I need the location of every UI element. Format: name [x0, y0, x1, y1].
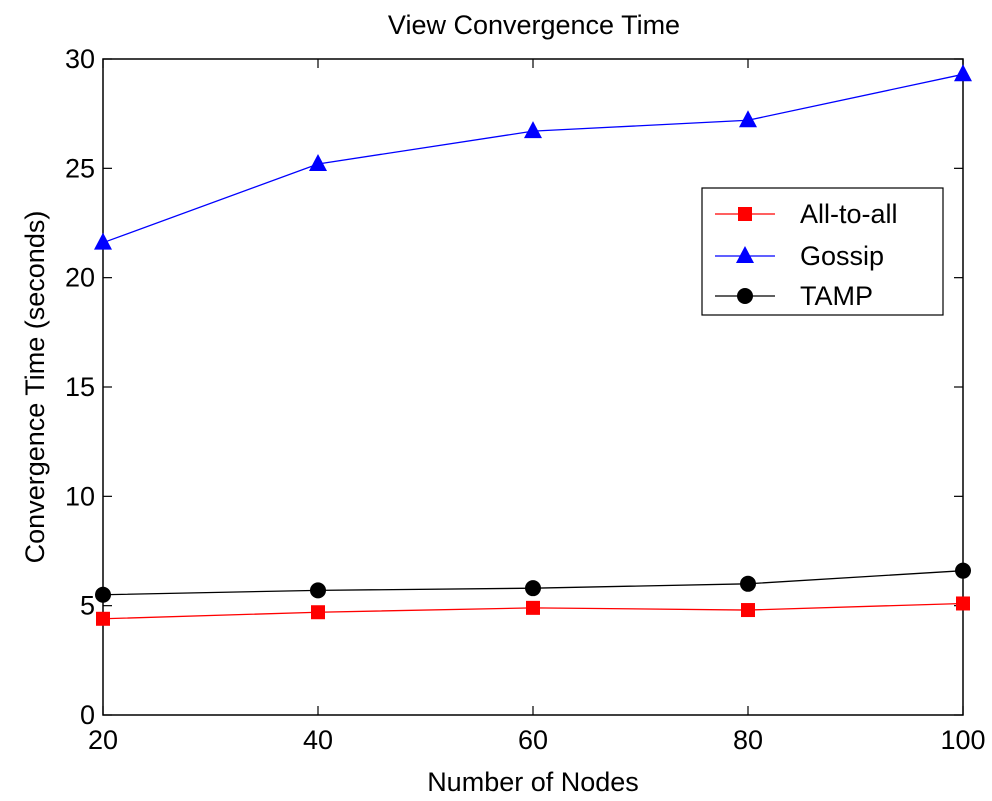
data-point-tamp [310, 582, 326, 599]
data-point-all-to-all [741, 603, 755, 618]
legend-item-all-to-all: All-to-all [715, 199, 898, 229]
legend-label-tamp: TAMP [800, 281, 873, 311]
data-point-all-to-all [311, 605, 325, 620]
x-tick-label: 60 [518, 725, 548, 755]
chart-title: View Convergence Time [388, 10, 680, 40]
data-point-all-to-all [526, 600, 540, 615]
legend: All-to-all Gossip TAMP [701, 187, 944, 316]
axis-ticks: 20 40 60 80 100 0 5 10 15 20 25 30 [65, 44, 986, 755]
legend-item-gossip: Gossip [715, 241, 884, 271]
legend-label-gossip: Gossip [800, 241, 884, 271]
data-point-gossip [739, 110, 757, 128]
legend-marker-gossip [736, 246, 754, 263]
series-layer [94, 64, 972, 626]
y-tick-label: 10 [65, 481, 95, 511]
x-axis-label: Number of Nodes [427, 767, 639, 797]
legend-item-tamp: TAMP [715, 281, 873, 311]
x-tick-label: 20 [88, 725, 118, 755]
series-gossip [94, 64, 972, 250]
data-point-tamp [740, 575, 756, 592]
data-point-tamp [955, 562, 971, 579]
x-tick-label: 40 [303, 725, 333, 755]
y-axis-label: Convergence Time (seconds) [20, 211, 50, 564]
y-tick-label: 5 [80, 591, 95, 621]
data-point-gossip [94, 232, 112, 250]
y-tick-label: 20 [65, 263, 95, 293]
x-tick-label: 80 [733, 725, 763, 755]
data-point-tamp [95, 586, 111, 603]
y-tick-label: 15 [65, 372, 95, 402]
y-tick-label: 0 [80, 700, 95, 730]
x-tick-label: 100 [940, 725, 985, 755]
data-point-gossip [309, 153, 327, 171]
legend-marker-all-to-all [738, 207, 752, 221]
data-point-all-to-all [956, 596, 970, 611]
data-point-gossip [524, 121, 542, 139]
data-point-gossip [954, 64, 972, 82]
legend-label-all-to-all: All-to-all [800, 199, 898, 229]
y-tick-label: 25 [65, 153, 95, 183]
data-point-tamp [525, 580, 541, 597]
legend-marker-tamp [737, 288, 753, 304]
y-tick-label: 30 [65, 44, 95, 74]
series-tamp [95, 562, 971, 603]
series-all-to-all [96, 596, 970, 626]
data-point-all-to-all [96, 611, 110, 626]
plot-area [102, 58, 964, 716]
